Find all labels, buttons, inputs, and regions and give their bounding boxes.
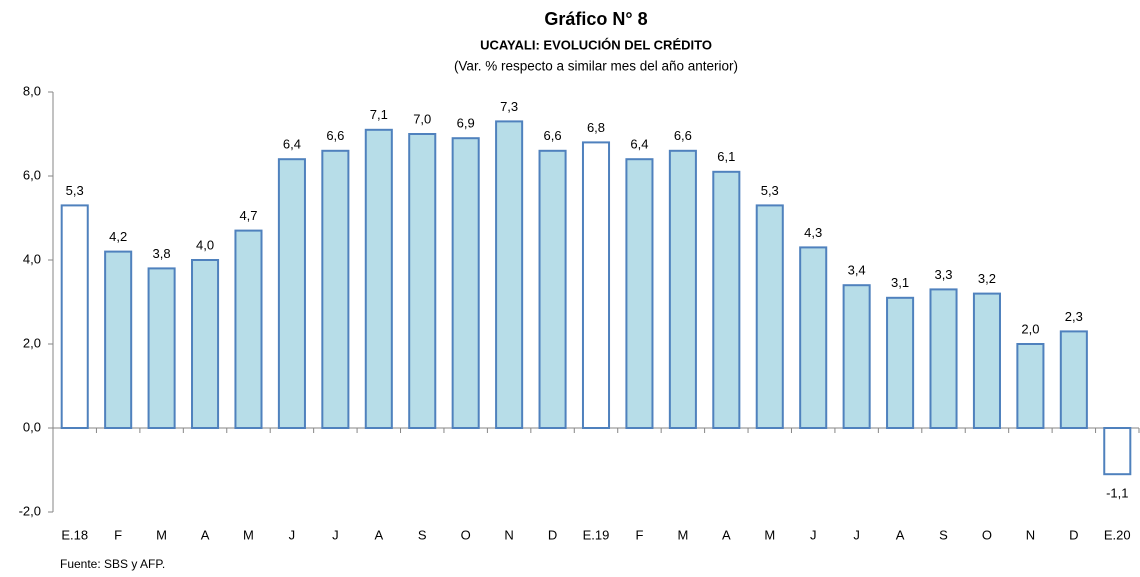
chart-note: (Var. % respecto a similar mes del año a… [454,59,738,74]
value-label: 7,1 [370,107,388,122]
value-label: 5,3 [761,183,779,198]
value-label: 7,0 [413,111,431,126]
x-tick-label: A [722,527,731,542]
x-tick-label: E.20 [1104,527,1131,542]
bar [1016,343,1045,429]
value-label: 3,3 [934,267,952,282]
bar [842,284,871,430]
x-tick-label: J [810,527,817,542]
y-tick-label: 0,0 [23,419,41,434]
x-tick-label: M [156,527,167,542]
x-tick-label: J [332,527,339,542]
bar [581,141,611,429]
bar [755,204,784,429]
bar [104,250,133,429]
x-tick-label: F [114,527,122,542]
x-tick-label: D [1069,527,1078,542]
bar [364,128,393,430]
value-label: 7,3 [500,99,518,114]
x-tick-label: N [1026,527,1035,542]
bar [886,296,915,429]
x-tick-label: F [635,527,643,542]
value-label: 3,8 [153,246,171,261]
value-label: 6,8 [587,120,605,135]
x-tick-label: S [939,527,948,542]
x-tick-label: A [201,527,210,542]
x-tick-label: O [982,527,992,542]
bar [625,158,654,429]
bar [929,288,958,429]
x-tick-label: D [548,527,557,542]
x-tick-label: N [504,527,513,542]
chart-title: Gráfico N° 8 [544,9,647,29]
value-label: 6,1 [717,149,735,164]
value-label: 5,3 [66,183,84,198]
value-label: 6,6 [674,128,692,143]
y-tick-label: 8,0 [23,83,41,98]
value-label: 4,2 [109,229,127,244]
value-label: 6,4 [630,137,648,152]
value-label: 4,7 [239,208,257,223]
bar [712,170,741,430]
bar [972,292,1001,429]
bar [451,137,480,429]
x-tick-label: J [289,527,296,542]
x-tick-label: A [896,527,905,542]
value-label: 6,9 [457,116,475,131]
value-label: 3,2 [978,271,996,286]
bar [799,246,828,429]
x-tick-label: M [243,527,254,542]
value-label: 6,6 [326,128,344,143]
bar [191,259,220,429]
x-tick-label: M [677,527,688,542]
bar [668,149,697,430]
bar [277,158,306,429]
x-tick-label: E.19 [583,527,610,542]
value-label: 6,6 [544,128,562,143]
y-tick-label: 6,0 [23,167,41,182]
x-tick-label: O [461,527,471,542]
bar [321,149,350,430]
value-label: -1,1 [1106,486,1128,501]
bar [60,204,89,429]
bar [408,133,437,429]
y-tick-label: 4,0 [23,251,41,266]
value-label: 3,4 [848,263,866,278]
bar [234,229,263,429]
bar [1103,427,1132,476]
value-label: 6,4 [283,137,301,152]
x-tick-label: E.18 [61,527,88,542]
value-label: 4,3 [804,225,822,240]
bar [538,149,567,430]
value-label: 2,0 [1021,321,1039,336]
y-tick-label: -2,0 [19,503,41,518]
bar [1059,330,1088,429]
x-tick-label: J [853,527,860,542]
x-tick-label: S [418,527,427,542]
value-label: 3,1 [891,275,909,290]
value-label: 2,3 [1065,309,1083,324]
x-tick-label: M [764,527,775,542]
bar [495,120,524,430]
value-label: 4,0 [196,237,214,252]
chart-subtitle: UCAYALI: EVOLUCIÓN DEL CRÉDITO [480,37,712,52]
x-tick-label: A [374,527,383,542]
source: Fuente: SBS y AFP. [60,557,165,571]
bar [147,267,176,429]
y-tick-label: 2,0 [23,335,41,350]
